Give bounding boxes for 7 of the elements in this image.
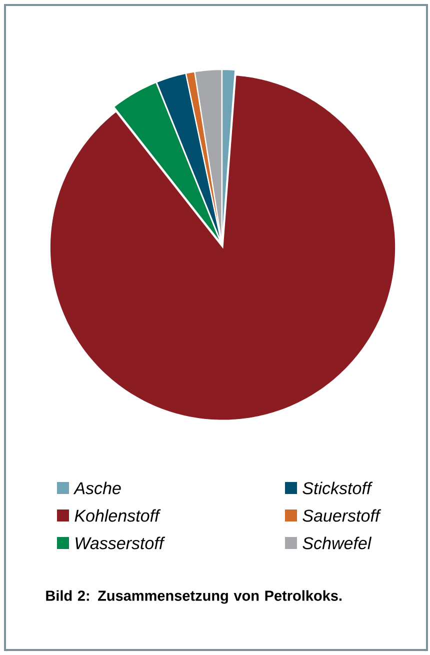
legend-label: Sauerstoff — [302, 509, 382, 522]
legend-label: Stickstoff — [302, 482, 373, 494]
legend-label: Wasserstoff — [76, 536, 166, 550]
legend-label: Kohlenstoff — [74, 509, 161, 522]
text: Bild 2: Zusammensetzung von Petrolkoks. — [46, 590, 342, 604]
legend-label: Schwefel — [302, 536, 372, 550]
legend-label: Asche — [73, 482, 121, 494]
